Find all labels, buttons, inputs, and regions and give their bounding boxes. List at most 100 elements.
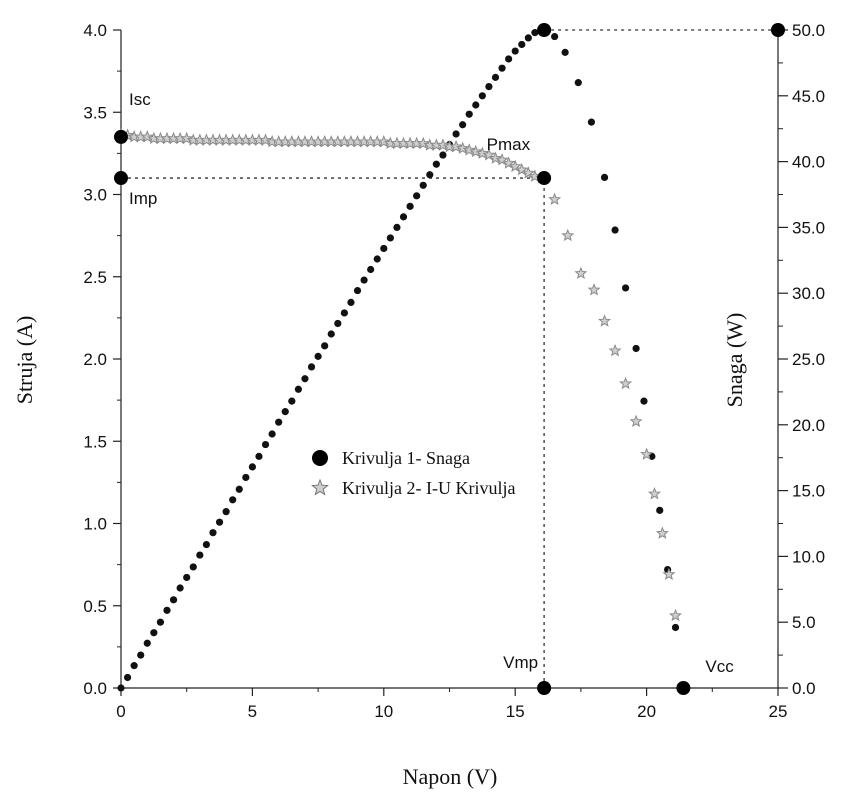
power-point [561, 48, 569, 56]
y2-tick-label: 50.0 [792, 21, 825, 40]
y2-tick-label: 10.0 [792, 547, 825, 566]
power-point [485, 82, 493, 91]
power-point [321, 342, 329, 350]
power-point [498, 64, 506, 72]
x-tick-label: 15 [506, 702, 525, 721]
power-point [301, 375, 309, 383]
power-point [505, 55, 513, 63]
power-point [150, 629, 158, 637]
highlight-point [676, 681, 691, 695]
power-point [248, 463, 256, 471]
power-point [294, 385, 302, 393]
y-tick-label: 1.5 [83, 432, 107, 451]
x-axis-title: Napon (V) [403, 764, 498, 789]
power-point [143, 639, 151, 647]
iu-point [488, 151, 503, 164]
label-pmax: Pmax [487, 135, 531, 154]
x-tick-label: 5 [248, 702, 257, 721]
power-point [406, 202, 414, 210]
power-point [478, 92, 486, 100]
power-point [281, 408, 289, 416]
legend-marker-star [311, 478, 329, 496]
power-point [511, 47, 519, 55]
power-point [176, 584, 184, 592]
power-point [340, 309, 348, 317]
power-point [640, 397, 648, 405]
label-imp: Imp [129, 189, 157, 208]
y2-axis-title: Snaga (W) [722, 313, 747, 408]
power-point [611, 226, 619, 234]
highlight-point [537, 681, 552, 695]
iu-point [515, 162, 529, 176]
power-point [334, 319, 342, 328]
legend-marker-circle [312, 450, 328, 466]
power-point [491, 73, 500, 81]
highlight-point [771, 23, 785, 37]
power-point [137, 651, 145, 659]
power-point [600, 173, 609, 181]
power-point [632, 344, 640, 353]
power-point [360, 276, 368, 284]
highlight-point [114, 129, 128, 144]
label-isc: Isc [129, 90, 151, 109]
power-point [229, 496, 237, 504]
power-point [275, 418, 283, 426]
iu-point [482, 148, 496, 161]
power-point [621, 284, 630, 292]
power-point [169, 596, 178, 604]
power-point [189, 563, 197, 571]
iu-point [662, 567, 676, 581]
legend: Krivulja 1- Snaga Krivulja 2- I-U Krivulj… [311, 448, 515, 498]
iu-point [502, 156, 516, 169]
iu-point [629, 414, 643, 428]
y-tick-label: 0.5 [83, 597, 107, 616]
label-vmp: Vmp [503, 653, 538, 672]
iu-point [521, 166, 535, 179]
y2-tick-label: 45.0 [792, 87, 825, 106]
highlight-point [537, 23, 552, 37]
iu-point [640, 447, 654, 460]
power-point [367, 265, 375, 274]
iu-point [655, 526, 669, 539]
power-point [347, 298, 355, 307]
annotations: Isc Imp Pmax Vmp Vcc [114, 23, 785, 695]
power-point [419, 181, 427, 189]
iu-point [548, 192, 562, 205]
legend-label: Krivulja 1- Snaga [342, 448, 470, 468]
iu-point [495, 153, 509, 166]
power-point [472, 101, 480, 109]
power-point [123, 673, 132, 682]
iu-point [619, 376, 633, 390]
power-point [574, 79, 582, 87]
power-point [163, 606, 171, 614]
highlight-point [537, 171, 552, 186]
power-point [307, 363, 316, 371]
power-point [196, 551, 204, 559]
power-point [671, 623, 680, 632]
iu-point [475, 146, 489, 159]
power-point [531, 29, 539, 37]
power-point [222, 508, 230, 516]
axes: 0 5 10 15 20 250.00.51.01.52.02.53.03.54.00.0… [83, 21, 825, 721]
y2-tick-label: 15.0 [792, 482, 825, 501]
power-point [288, 397, 296, 405]
y2-tick-label: 25.0 [792, 350, 825, 369]
x-tick-label: 25 [769, 702, 788, 721]
power-point [432, 160, 440, 168]
power-point [209, 529, 217, 537]
iu-point [508, 159, 522, 173]
y2-tick-label: 40.0 [792, 153, 825, 172]
power-point [426, 171, 434, 179]
y2-tick-label: 5.0 [792, 613, 816, 632]
x-tick-label: 10 [374, 702, 393, 721]
iu-point [259, 133, 273, 146]
y2-tick-label: 20.0 [792, 416, 825, 435]
power-point [459, 121, 467, 129]
legend-label: Krivulja 2- I-U Krivulja [342, 478, 515, 498]
iu-point [647, 487, 661, 500]
power-point [551, 32, 559, 41]
power-point [117, 684, 125, 692]
y2-tick-label: 30.0 [792, 284, 825, 303]
iu-point [456, 141, 470, 154]
